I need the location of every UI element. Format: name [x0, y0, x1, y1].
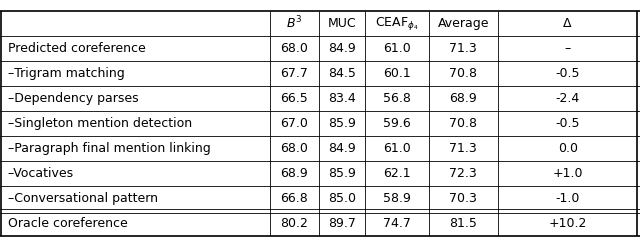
Text: –Conversational pattern: –Conversational pattern: [8, 192, 157, 205]
Text: –Dependency parses: –Dependency parses: [8, 92, 138, 105]
Text: 58.9: 58.9: [383, 192, 411, 205]
Text: CEAF$_{\phi_4}$: CEAF$_{\phi_4}$: [375, 15, 419, 32]
Text: 89.7: 89.7: [328, 217, 356, 230]
Text: 68.0: 68.0: [280, 142, 308, 155]
Text: Predicted coreference: Predicted coreference: [8, 42, 145, 55]
Text: 70.3: 70.3: [449, 192, 477, 205]
Text: -1.0: -1.0: [556, 192, 580, 205]
Text: 85.9: 85.9: [328, 117, 356, 130]
Text: 71.3: 71.3: [449, 142, 477, 155]
Text: –Paragraph final mention linking: –Paragraph final mention linking: [8, 142, 211, 155]
Text: 68.9: 68.9: [280, 167, 308, 180]
Text: MUC: MUC: [328, 17, 356, 30]
Text: 81.5: 81.5: [449, 217, 477, 230]
Text: 74.7: 74.7: [383, 217, 411, 230]
Text: -2.4: -2.4: [556, 92, 580, 105]
Text: –Vocatives: –Vocatives: [8, 167, 74, 180]
Text: -0.5: -0.5: [556, 67, 580, 80]
Text: 68.9: 68.9: [449, 92, 477, 105]
Text: 84.9: 84.9: [328, 42, 356, 55]
Text: 0.0: 0.0: [557, 142, 578, 155]
Text: 70.8: 70.8: [449, 67, 477, 80]
Text: $B^3$: $B^3$: [286, 15, 303, 32]
Text: 61.0: 61.0: [383, 142, 411, 155]
Text: 59.6: 59.6: [383, 117, 411, 130]
Text: +10.2: +10.2: [548, 217, 587, 230]
Text: 84.5: 84.5: [328, 67, 356, 80]
Text: 62.1: 62.1: [383, 167, 411, 180]
Text: 71.3: 71.3: [449, 42, 477, 55]
Text: 56.8: 56.8: [383, 92, 411, 105]
Text: –: –: [564, 42, 571, 55]
Text: 85.0: 85.0: [328, 192, 356, 205]
Text: 67.0: 67.0: [280, 117, 308, 130]
Text: –Trigram matching: –Trigram matching: [8, 67, 124, 80]
Text: 67.7: 67.7: [280, 67, 308, 80]
Text: 66.5: 66.5: [280, 92, 308, 105]
Text: 85.9: 85.9: [328, 167, 356, 180]
Text: Average: Average: [438, 17, 489, 30]
Text: +1.0: +1.0: [552, 167, 583, 180]
Text: 60.1: 60.1: [383, 67, 411, 80]
Text: 68.0: 68.0: [280, 42, 308, 55]
Text: Oracle coreference: Oracle coreference: [8, 217, 127, 230]
Text: –Singleton mention detection: –Singleton mention detection: [8, 117, 192, 130]
Text: 72.3: 72.3: [449, 167, 477, 180]
Text: 66.8: 66.8: [280, 192, 308, 205]
Text: 70.8: 70.8: [449, 117, 477, 130]
Text: 83.4: 83.4: [328, 92, 356, 105]
Text: 80.2: 80.2: [280, 217, 308, 230]
Text: -0.5: -0.5: [556, 117, 580, 130]
Text: $\Delta$: $\Delta$: [563, 17, 573, 30]
Text: 84.9: 84.9: [328, 142, 356, 155]
Text: 61.0: 61.0: [383, 42, 411, 55]
